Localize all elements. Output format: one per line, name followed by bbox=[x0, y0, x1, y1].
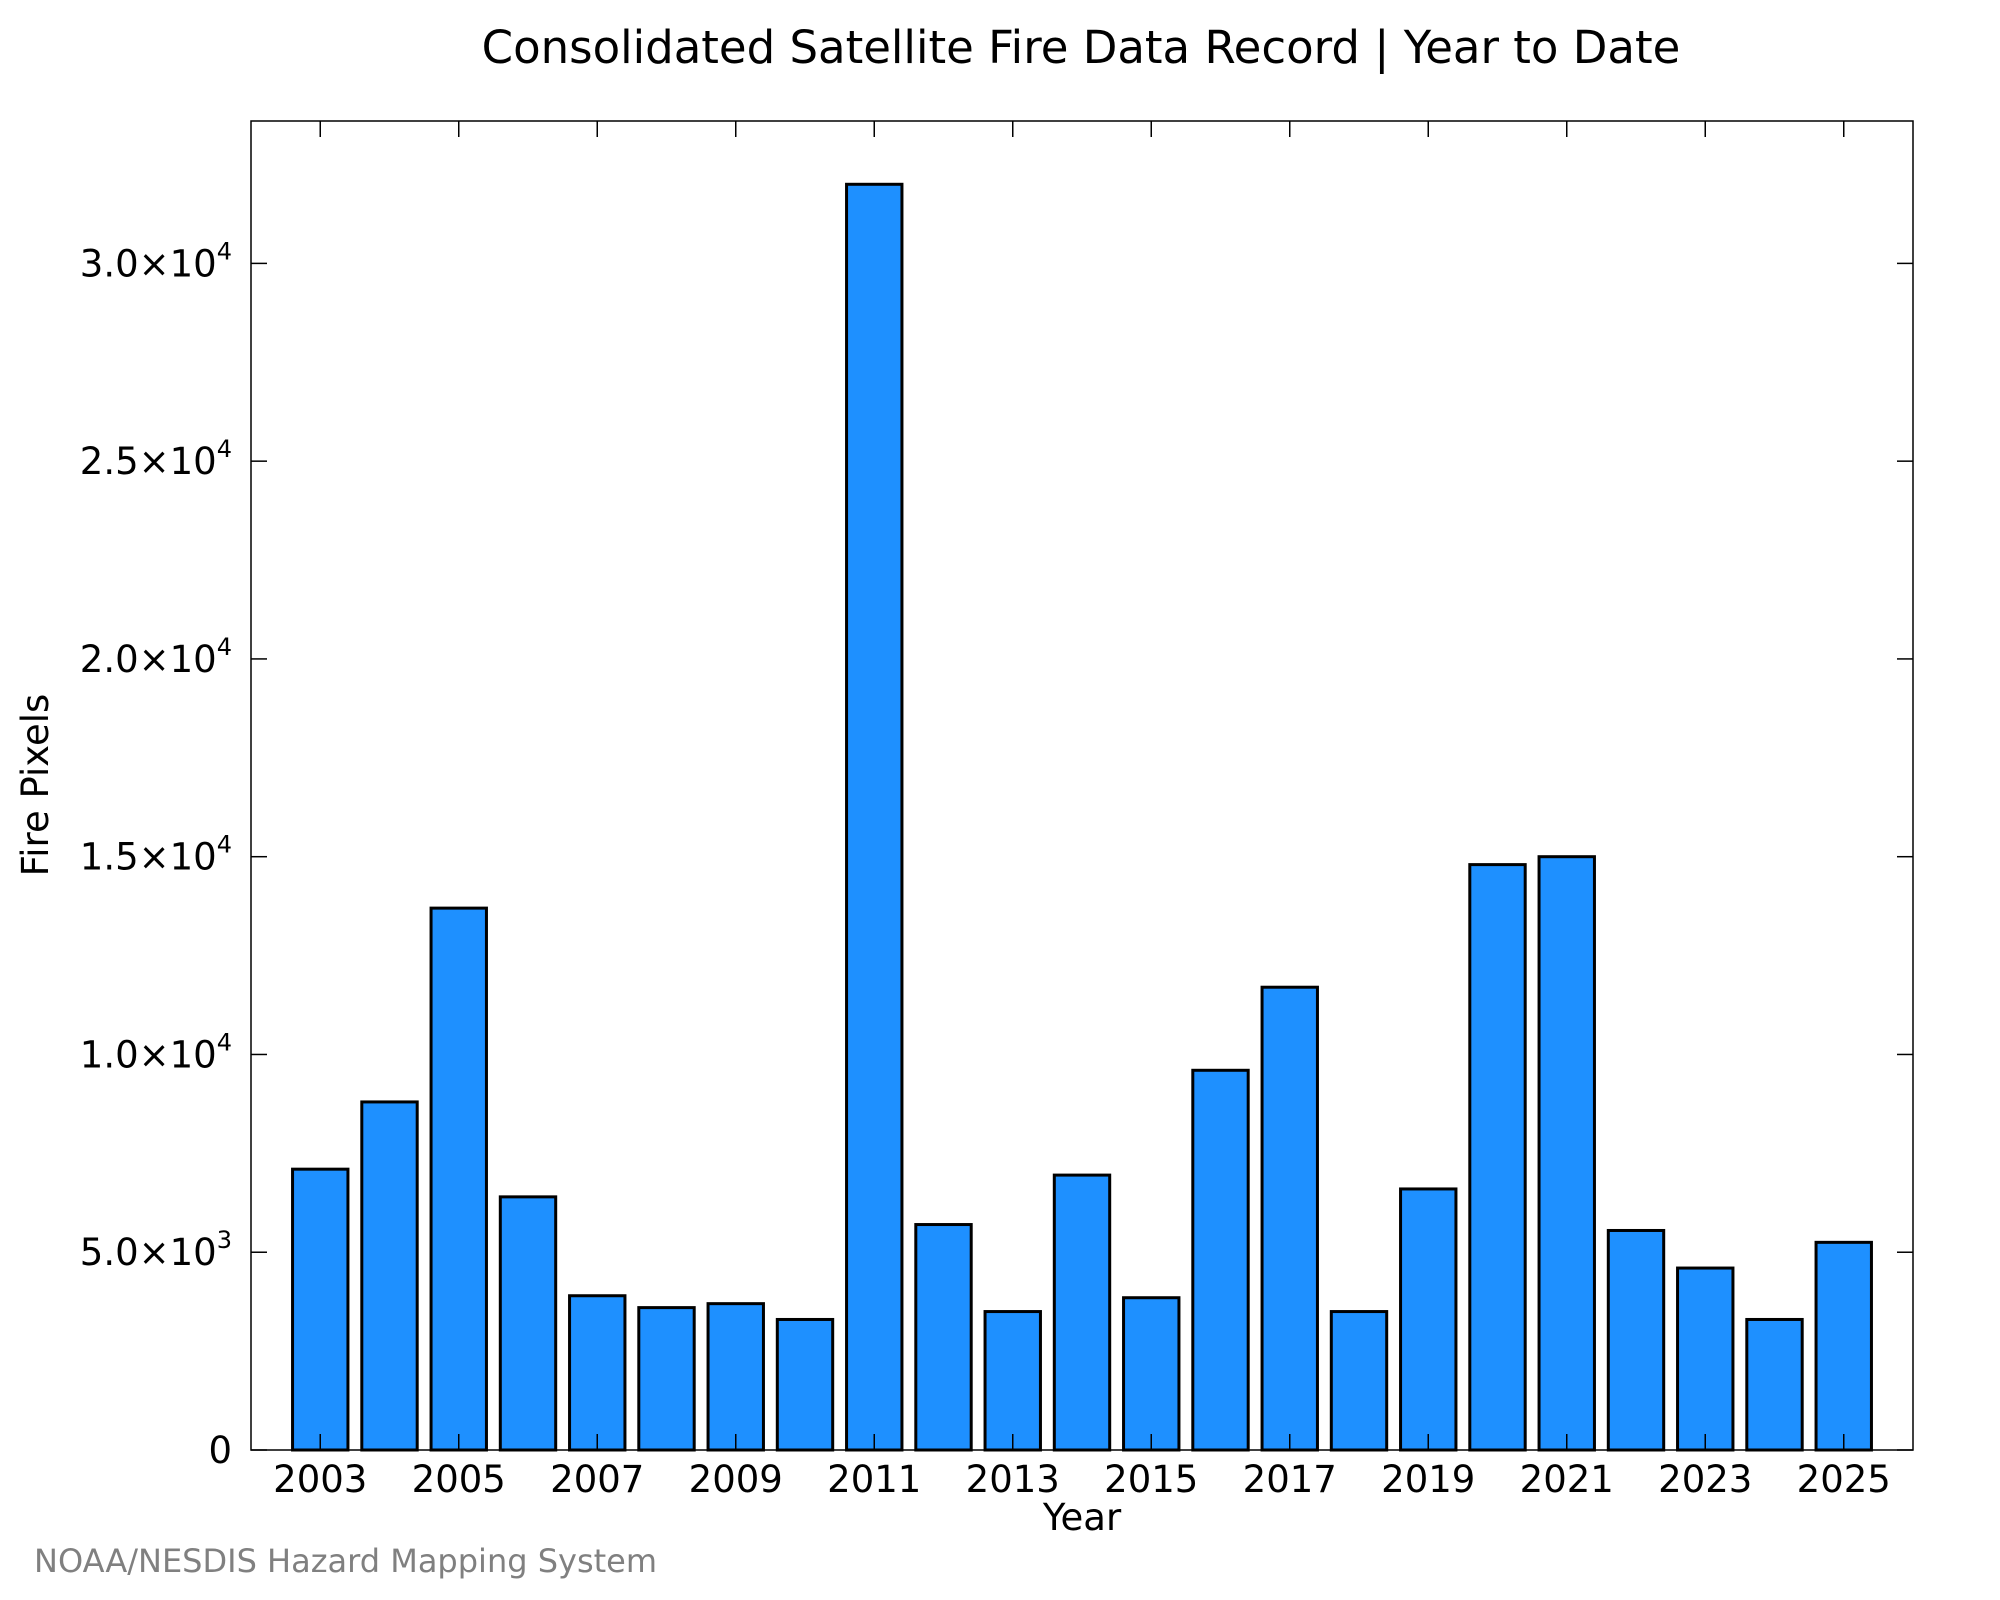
x-tick-label-2025: 2025 bbox=[1797, 1458, 1891, 1501]
y-tick-label-0: 0 bbox=[208, 1429, 232, 1472]
x-tick-label-2019: 2019 bbox=[1381, 1458, 1475, 1501]
y-tick-labels: 0 5.0×103 1.0×104 1.5×104 2.0×104 2.5×104 3.0×… bbox=[80, 237, 232, 1472]
y-tick-label-5000: 5.0×103 bbox=[80, 1226, 232, 1274]
x-tick-label-2017: 2017 bbox=[1243, 1458, 1337, 1501]
x-tick-labels: 2003 2005 2007 2009 2011 2013 2015 2017 2019 2021… bbox=[273, 1458, 1891, 1501]
source-credit: NOAA/NESDIS Hazard Mapping System bbox=[34, 1542, 657, 1580]
bar-2011 bbox=[845, 182, 904, 1452]
x-axis-label: Year bbox=[1042, 1496, 1122, 1539]
x-tick-label-2013: 2013 bbox=[966, 1458, 1060, 1501]
bar-2004 bbox=[360, 1100, 419, 1452]
y-tick-label-30000: 3.0×104 bbox=[80, 237, 232, 285]
bar-2021 bbox=[1537, 855, 1596, 1452]
bar-2009 bbox=[706, 1302, 765, 1452]
plot-frame bbox=[250, 120, 1914, 1451]
bar-2016 bbox=[1191, 1068, 1250, 1452]
bar-2025 bbox=[1814, 1240, 1873, 1452]
bar-2007 bbox=[568, 1294, 627, 1452]
x-tick-label-2007: 2007 bbox=[550, 1458, 644, 1501]
bar-2005 bbox=[429, 906, 488, 1452]
bar-2006 bbox=[498, 1195, 558, 1452]
bar-2017 bbox=[1260, 985, 1319, 1452]
chart-title: Consolidated Satellite Fire Data Record … bbox=[482, 21, 1681, 74]
bar-2020 bbox=[1468, 863, 1527, 1452]
y-tick-label-15000: 1.5×104 bbox=[80, 831, 232, 879]
bar-2018 bbox=[1329, 1310, 1389, 1452]
bar-2019 bbox=[1399, 1187, 1458, 1452]
x-tick-label-2023: 2023 bbox=[1658, 1458, 1752, 1501]
bar-2015 bbox=[1122, 1296, 1181, 1452]
x-tick-label-2009: 2009 bbox=[689, 1458, 783, 1501]
x-tick-label-2021: 2021 bbox=[1520, 1458, 1614, 1501]
axis-ticks bbox=[251, 121, 1913, 1451]
bar-2014 bbox=[1052, 1173, 1112, 1452]
bar-2003 bbox=[291, 1167, 350, 1452]
x-tick-label-2005: 2005 bbox=[412, 1458, 506, 1501]
y-tick-label-10000: 1.0×104 bbox=[80, 1028, 232, 1076]
bar-2008 bbox=[637, 1306, 696, 1452]
y-tick-label-20000: 2.0×104 bbox=[80, 633, 232, 681]
bars-group bbox=[291, 182, 1873, 1452]
bar-2013 bbox=[983, 1310, 1042, 1452]
x-tick-label-2015: 2015 bbox=[1104, 1458, 1198, 1501]
x-tick-label-2011: 2011 bbox=[827, 1458, 921, 1501]
bar-2022 bbox=[1606, 1228, 1666, 1452]
bar-2010 bbox=[775, 1317, 835, 1452]
y-axis-label: Fire Pixels bbox=[14, 694, 57, 877]
bar-2024 bbox=[1745, 1317, 1804, 1452]
x-tick-label-2003: 2003 bbox=[273, 1458, 367, 1501]
bar-2012 bbox=[914, 1223, 973, 1452]
y-tick-label-25000: 2.5×104 bbox=[80, 435, 232, 483]
bar-2023 bbox=[1676, 1266, 1735, 1452]
